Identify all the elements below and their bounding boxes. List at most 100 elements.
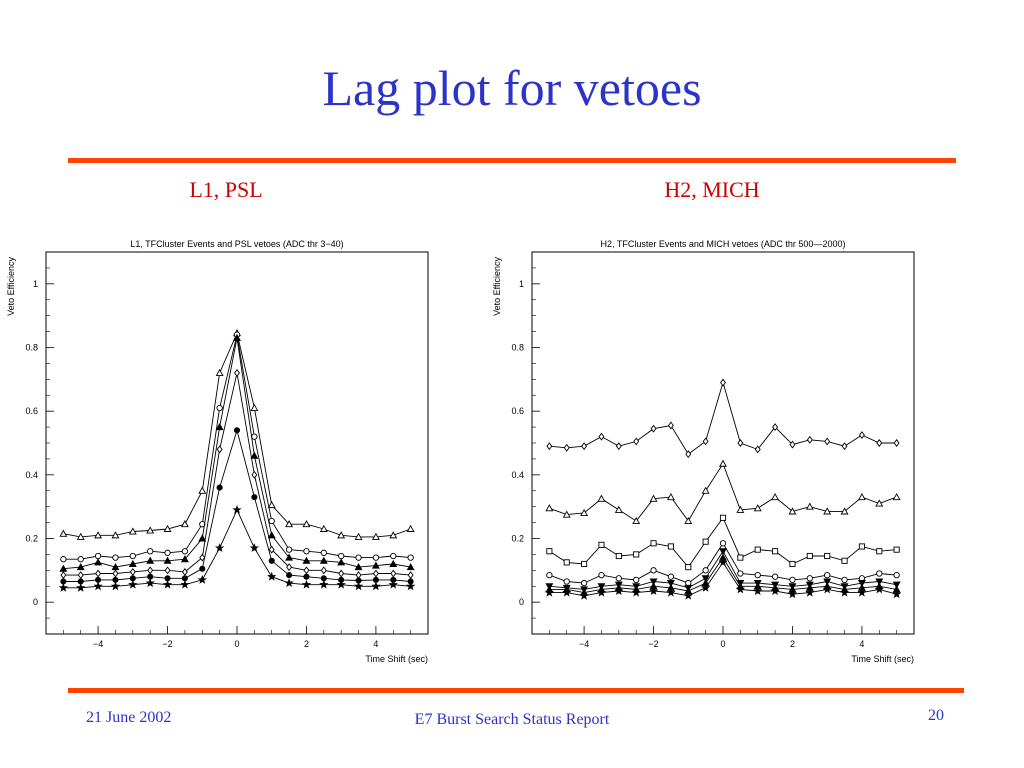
data-point — [216, 404, 223, 412]
data-point — [353, 581, 364, 591]
data-point — [390, 552, 397, 560]
data-point — [76, 532, 85, 540]
data-point — [893, 546, 900, 553]
y-tick-label: 0.6 — [511, 406, 524, 416]
data-point — [162, 579, 173, 589]
data-point — [876, 439, 883, 447]
data-point — [719, 548, 727, 556]
y-tick-label: 0.4 — [511, 470, 524, 480]
data-point — [841, 576, 848, 584]
y-tick-label: 0.8 — [25, 343, 38, 353]
data-point — [233, 427, 241, 434]
data-point — [214, 543, 225, 553]
y-tick-label: 0 — [519, 597, 524, 607]
bottom-divider — [68, 688, 964, 693]
data-point — [545, 504, 554, 512]
data-point — [319, 524, 328, 532]
series-line — [63, 372, 411, 576]
data-point — [95, 569, 102, 578]
series-5 — [60, 427, 414, 585]
data-point — [667, 543, 674, 550]
series-6 — [58, 504, 416, 592]
data-point — [667, 573, 675, 580]
chart-l1-psl: L1, TFCluster Events and PSL vetoes (ADC… — [6, 239, 429, 664]
data-point — [371, 581, 381, 591]
x-tick-label: −4 — [93, 639, 103, 649]
data-point — [772, 423, 779, 432]
data-point — [303, 566, 310, 575]
data-point — [719, 540, 727, 547]
data-point — [822, 584, 832, 594]
x-tick-label: 4 — [373, 639, 378, 649]
data-point — [181, 567, 188, 576]
x-tick-label: 0 — [720, 639, 725, 649]
data-point — [631, 587, 641, 597]
data-point — [371, 561, 380, 569]
data-point — [199, 565, 206, 572]
y-tick-label: 0.2 — [25, 534, 38, 544]
data-point — [146, 556, 155, 564]
data-point — [857, 492, 866, 501]
data-point — [684, 516, 693, 525]
data-point — [615, 442, 622, 451]
data-point — [754, 571, 761, 579]
data-point — [60, 556, 67, 563]
data-point — [338, 569, 345, 578]
data-point — [857, 580, 866, 588]
x-axis-label: Time Shift (sec) — [365, 654, 428, 664]
data-point — [146, 526, 155, 534]
data-point — [563, 443, 570, 452]
data-point — [650, 424, 657, 433]
data-point — [163, 556, 172, 564]
data-point — [250, 403, 259, 411]
data-point — [840, 507, 849, 515]
data-point — [702, 538, 709, 545]
data-point — [129, 567, 136, 576]
data-point — [147, 548, 154, 555]
data-point — [180, 555, 189, 563]
series-1 — [546, 378, 900, 459]
data-point — [806, 552, 813, 560]
data-point — [823, 578, 832, 586]
data-point — [720, 378, 726, 387]
data-point — [198, 486, 207, 494]
data-point — [735, 584, 746, 594]
data-point — [93, 581, 103, 591]
data-point — [839, 587, 850, 597]
data-point — [389, 559, 398, 567]
data-point — [666, 492, 675, 501]
data-point — [685, 450, 692, 459]
data-point — [319, 556, 328, 564]
data-point — [215, 422, 224, 431]
data-point — [650, 567, 657, 574]
data-point — [841, 557, 848, 564]
data-point — [198, 534, 207, 542]
data-point — [632, 516, 641, 525]
data-point — [251, 494, 258, 501]
x-axis-label: Time Shift (sec) — [851, 654, 914, 664]
data-point — [286, 572, 293, 579]
data-point — [338, 552, 345, 560]
data-point — [891, 589, 902, 599]
data-point — [145, 578, 155, 588]
data-point — [389, 531, 398, 539]
data-point — [858, 431, 865, 439]
data-point — [372, 554, 380, 561]
data-point — [892, 492, 901, 501]
data-point — [614, 505, 623, 513]
page-number: 20 — [928, 707, 944, 724]
footer-title: E7 Burst Search Status Report — [414, 711, 610, 728]
y-tick-label: 0 — [33, 597, 38, 607]
data-point — [824, 437, 831, 446]
data-point — [666, 580, 675, 588]
data-point — [823, 507, 832, 515]
data-point — [216, 445, 223, 454]
x-tick-label: −4 — [579, 639, 589, 649]
data-point — [563, 578, 570, 585]
data-point — [94, 531, 103, 539]
x-tick-label: 0 — [234, 639, 239, 649]
data-point — [301, 579, 312, 589]
data-point — [406, 524, 415, 532]
top-divider — [68, 158, 956, 163]
data-point — [60, 571, 67, 580]
